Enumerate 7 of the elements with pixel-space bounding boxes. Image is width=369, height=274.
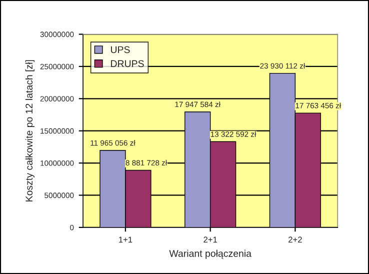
legend-label: UPS xyxy=(111,46,130,54)
x-tick-label: 2+1 xyxy=(204,236,217,242)
legend-label: DRUPS xyxy=(111,60,144,68)
x-tick-label: 1+1 xyxy=(119,236,132,242)
y-axis-title: Koszty całkowite po 12 latach [zł] xyxy=(25,60,34,202)
x-axis-title: Wariant połączenia xyxy=(169,250,252,259)
x-tick-label: 2+2 xyxy=(288,236,302,242)
